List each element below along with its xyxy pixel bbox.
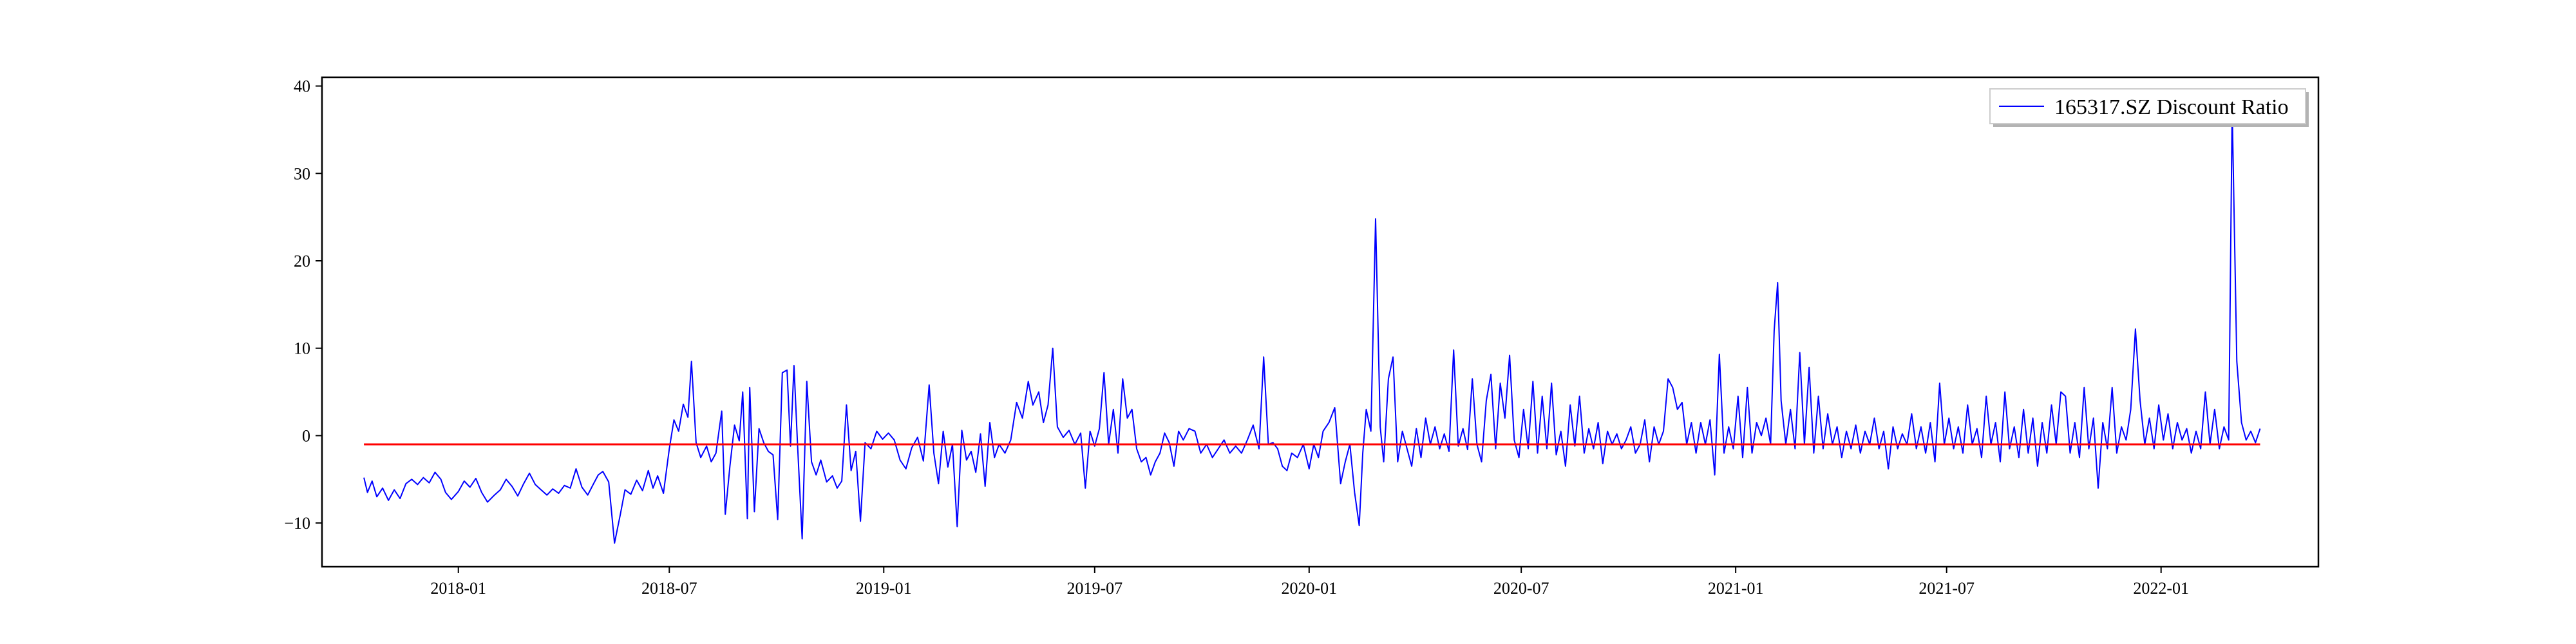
plot-area xyxy=(363,107,2261,544)
y-tick-label: 20 xyxy=(294,252,310,270)
y-tick-label: −10 xyxy=(284,514,310,533)
legend: 165317.SZ Discount Ratio xyxy=(1989,88,2309,127)
x-tick-label: 2021-07 xyxy=(1918,579,1975,598)
y-tick-label: 0 xyxy=(302,426,310,445)
x-tick-label: 2018-07 xyxy=(641,579,697,598)
legend-label: 165317.SZ Discount Ratio xyxy=(2054,95,2289,119)
x-tick-label: 2022-01 xyxy=(2133,579,2189,598)
x-axis: 2018-01 2018-07 2019-01 2019-07 2020-01 2020-… xyxy=(430,567,2189,598)
x-tick-label: 2020-01 xyxy=(1281,579,1337,598)
series-line-discount-ratio xyxy=(363,107,2261,544)
x-tick-label: 2019-01 xyxy=(856,579,912,598)
y-tick-label: 30 xyxy=(294,164,310,183)
x-tick-label: 2019-07 xyxy=(1066,579,1122,598)
y-tick-label: 40 xyxy=(294,77,310,96)
x-tick-label: 2020-07 xyxy=(1493,579,1549,598)
x-tick-label: 2018-01 xyxy=(430,579,486,598)
y-axis: 40 30 20 10 0 −10 xyxy=(284,77,322,533)
x-tick-label: 2021-01 xyxy=(1708,579,1764,598)
y-tick-label: 10 xyxy=(294,339,310,358)
axes-frame xyxy=(321,76,2320,568)
